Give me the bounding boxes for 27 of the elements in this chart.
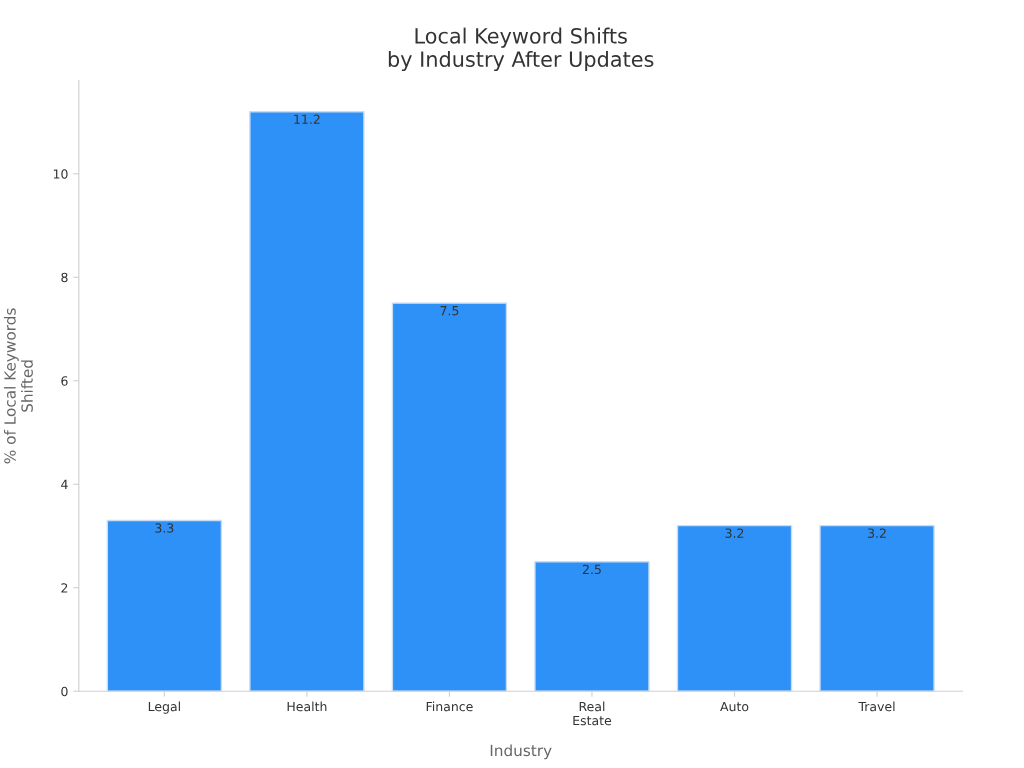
data-label: 2.5 <box>582 564 601 575</box>
y-tick-label: 0 <box>61 686 68 697</box>
y-tick-label: 4 <box>61 479 68 489</box>
x-tick-label: Health <box>287 701 327 712</box>
x-axis-title: Industry <box>490 744 552 760</box>
y-tick-label: 2 <box>61 583 68 593</box>
x-tick-label: Real Estate <box>573 701 612 726</box>
x-tick-label: Auto <box>720 702 749 712</box>
y-tick-label: 10 <box>53 169 68 179</box>
bar <box>249 110 365 692</box>
data-label: 3.2 <box>725 528 744 538</box>
data-label: 11.2 <box>294 114 320 124</box>
data-label: 7.5 <box>440 306 459 316</box>
chart-title: Local Keyword Shifts by Industry After Updates <box>388 27 654 72</box>
y-tick-label: 6 <box>61 376 68 386</box>
bar <box>819 524 935 692</box>
x-tick-label: Travel <box>858 701 895 712</box>
bar <box>391 302 508 692</box>
bar <box>676 524 793 692</box>
bar <box>106 519 223 692</box>
y-axis-title: % of Local Keywords Shifted <box>3 308 33 464</box>
bar <box>534 561 650 692</box>
x-tick-label: Finance <box>426 701 473 712</box>
y-tick-label: 8 <box>61 272 68 283</box>
data-label: 3.2 <box>868 528 886 538</box>
data-label: 3.3 <box>155 523 174 533</box>
x-tick-label: Legal <box>148 701 180 714</box>
